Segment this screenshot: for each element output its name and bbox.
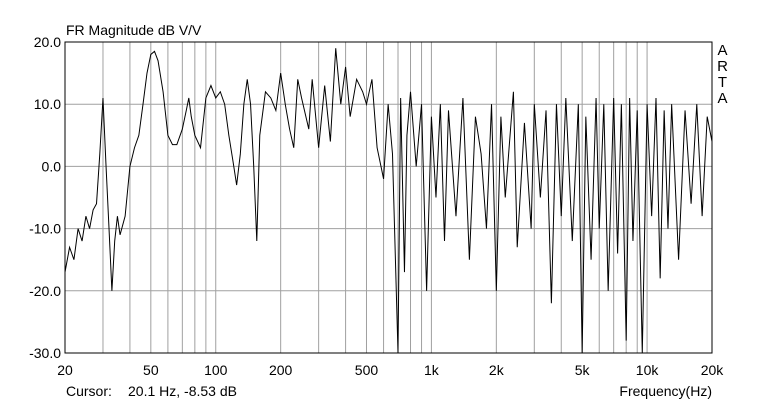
x-tick-label: 10k — [636, 362, 660, 378]
cursor-value: 20.1 Hz, -8.53 dB — [128, 383, 237, 399]
y-tick-label: -20.0 — [29, 283, 61, 299]
x-tick-label: 20k — [701, 362, 725, 378]
x-tick-label: 100 — [204, 362, 228, 378]
x-tick-label: 500 — [355, 362, 379, 378]
x-tick-label: 5k — [575, 362, 591, 378]
y-tick-label: 0.0 — [42, 158, 62, 174]
cursor-label: Cursor: — [66, 383, 112, 399]
watermark: ARTA — [714, 42, 731, 106]
y-tick-label: 10.0 — [34, 96, 61, 112]
x-axis-label: Frequency(Hz) — [619, 383, 712, 399]
y-tick-label: -30.0 — [29, 345, 61, 361]
y-tick-label: -10.0 — [29, 221, 61, 237]
x-tick-label: 20 — [57, 362, 73, 378]
x-tick-label: 50 — [143, 362, 159, 378]
y-tick-label: 20.0 — [34, 34, 61, 50]
plot-frame — [64, 41, 713, 354]
fr-trace — [64, 48, 713, 354]
x-tick-label: 2k — [489, 362, 505, 378]
x-tick-label: 200 — [269, 362, 293, 378]
x-tick-label: 1k — [424, 362, 440, 378]
chart-title: FR Magnitude dB V/V — [66, 22, 202, 38]
